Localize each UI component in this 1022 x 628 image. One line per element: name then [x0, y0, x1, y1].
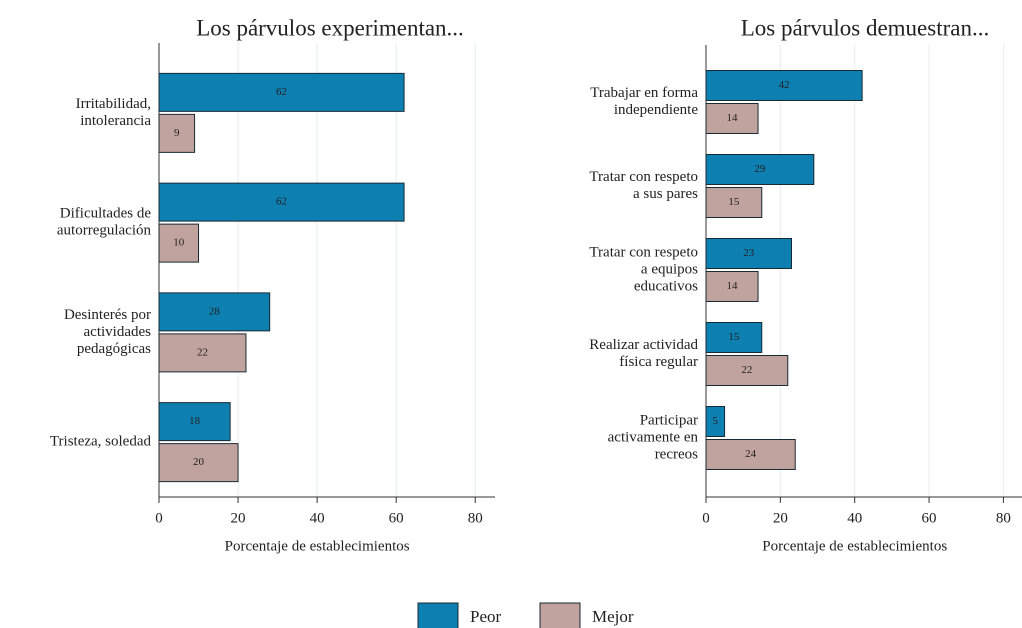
- value-label: 10: [173, 237, 185, 249]
- bar: [158, 292, 271, 332]
- bar: [705, 154, 815, 185]
- legend-label: Mejor: [592, 607, 634, 626]
- x-tick-label: 20: [231, 510, 246, 526]
- value-label: 62: [276, 196, 287, 208]
- bar: [158, 223, 200, 263]
- bar: [158, 72, 405, 112]
- value-label: 24: [745, 448, 757, 460]
- y-tick-label: Irritabilidad,: [76, 96, 151, 112]
- x-tick-label: 40: [310, 510, 325, 526]
- bar: [705, 238, 793, 269]
- bar: [158, 443, 239, 483]
- bar: [705, 322, 763, 353]
- value-label: 28: [209, 305, 221, 317]
- bar: [705, 70, 863, 101]
- legend-swatch: [539, 602, 581, 628]
- legend-label: Peor: [470, 607, 502, 626]
- y-tick-label: física regular: [619, 354, 698, 370]
- y-tick-label: recreos: [655, 446, 698, 462]
- value-label: 22: [197, 346, 208, 358]
- y-tick-label: Desinterés por: [64, 307, 151, 323]
- x-tick-label: 60: [922, 510, 937, 526]
- bar: [705, 355, 789, 386]
- value-label: 20: [193, 456, 205, 468]
- value-label: 42: [779, 79, 790, 91]
- x-tick-label: 60: [389, 510, 404, 526]
- y-tick-label: Participar: [640, 412, 698, 428]
- bar: [705, 406, 726, 437]
- value-label: 62: [276, 86, 287, 98]
- x-tick-label: 80: [996, 510, 1011, 526]
- y-tick-label: intolerancia: [80, 113, 151, 129]
- value-label: 14: [727, 280, 739, 292]
- x-tick-label: 80: [468, 510, 483, 526]
- x-axis-label: Porcentaje de establecimientos: [225, 538, 410, 554]
- y-tick-label: actividades: [84, 324, 152, 340]
- y-tick-label: independiente: [614, 102, 698, 118]
- bar: [705, 271, 759, 302]
- value-label: 9: [174, 127, 180, 139]
- y-tick-label: a sus pares: [633, 186, 698, 202]
- bar: [158, 182, 405, 222]
- value-label: 5: [713, 415, 719, 427]
- value-label: 29: [754, 163, 766, 175]
- chart-title: Los párvulos demuestran...: [741, 15, 989, 40]
- value-label: 15: [728, 331, 740, 343]
- y-tick-label: pedagógicas: [77, 341, 151, 357]
- y-tick-label: Tratar con respeto: [589, 169, 698, 185]
- y-tick-label: activamente en: [608, 429, 699, 445]
- y-tick-label: educativos: [634, 278, 698, 294]
- y-tick-label: Dificultades de: [60, 206, 152, 222]
- bar: [705, 439, 796, 470]
- y-tick-label: autorregulación: [57, 223, 152, 239]
- bar: [158, 333, 247, 373]
- y-tick-label: Realizar actividad: [589, 337, 698, 353]
- x-tick-label: 0: [702, 510, 710, 526]
- bar: [705, 103, 759, 134]
- value-label: 18: [189, 415, 201, 427]
- y-tick-label: a equipos: [641, 261, 698, 277]
- x-axis-label: Porcentaje de establecimientos: [762, 538, 947, 554]
- bar: [158, 402, 231, 442]
- x-tick-label: 40: [847, 510, 862, 526]
- y-tick-label: Trabajar en forma: [590, 85, 698, 101]
- value-label: 23: [743, 247, 755, 259]
- bar: [705, 187, 763, 218]
- x-tick-label: 0: [155, 510, 163, 526]
- bar: [158, 113, 196, 153]
- legend-swatch: [417, 602, 459, 628]
- chart-title: Los párvulos experimentan...: [196, 15, 464, 40]
- y-tick-label: Tristeza, soledad: [50, 434, 152, 450]
- value-label: 15: [728, 196, 740, 208]
- y-tick-label: Tratar con respeto: [589, 244, 698, 260]
- value-label: 14: [727, 112, 739, 124]
- value-label: 22: [741, 364, 752, 376]
- x-tick-label: 20: [773, 510, 788, 526]
